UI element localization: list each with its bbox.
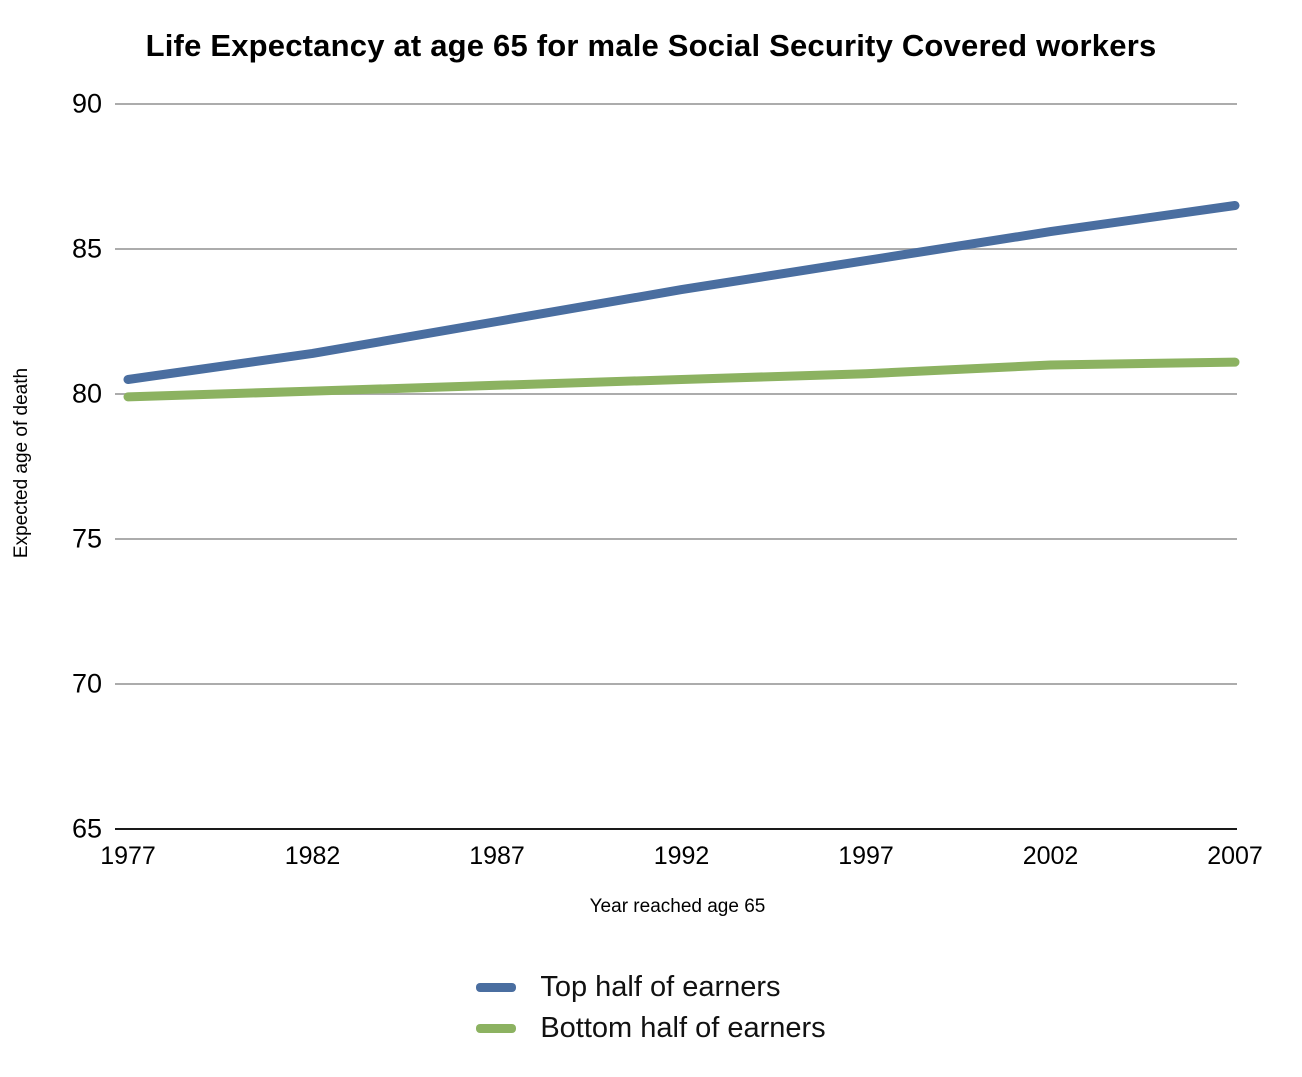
y-axis-title: Expected age of death (11, 367, 32, 559)
x-axis-title: Year reached age 65 (589, 896, 766, 917)
chart-title: Life Expectancy at age 65 for male Socia… (145, 28, 1157, 63)
y-tick-label-65: 65 (71, 813, 102, 844)
legend-items: Top half of earners Bottom half of earne… (476, 971, 826, 1045)
legend: Top half of earners Bottom half of earne… (0, 971, 1302, 1045)
x-tick-label-1987: 1987 (469, 842, 525, 870)
series-line-bottom-half (123, 357, 1240, 402)
series-line-top-half (123, 201, 1240, 384)
x-tick-label-2007: 2007 (1207, 842, 1263, 870)
x-tick-label-2002: 2002 (1022, 842, 1079, 870)
y-tick-label-70: 70 (71, 668, 102, 699)
legend-swatch-top-half-icon (476, 983, 517, 993)
legend-label-top-half: Top half of earners (540, 971, 781, 1003)
legend-label-bottom-half: Bottom half of earners (540, 1011, 826, 1044)
x-tick-label-1982: 1982 (284, 842, 341, 870)
legend-swatch-bottom-half-icon (476, 1024, 517, 1034)
x-tick-label-1977: 1977 (100, 842, 156, 870)
legend-item-bottom-half: Bottom half of earners (476, 1011, 826, 1045)
legend-item-top-half: Top half of earners (476, 971, 781, 1004)
y-tick-label-80: 80 (71, 378, 102, 409)
y-tick-label-90: 90 (71, 88, 102, 119)
x-tick-label-1992: 1992 (653, 842, 710, 870)
y-tick-label-75: 75 (71, 523, 102, 554)
x-tick-label-1997: 1997 (838, 842, 894, 870)
y-tick-label-85: 85 (71, 233, 102, 264)
